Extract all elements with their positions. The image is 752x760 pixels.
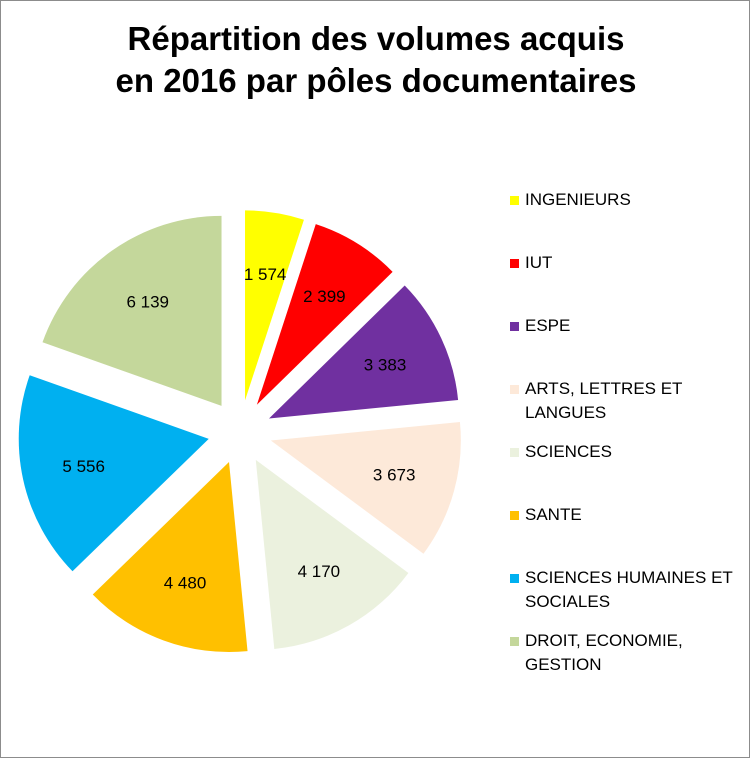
legend-swatch-2 xyxy=(510,259,519,268)
pie-slice-2 xyxy=(256,224,393,405)
pie-slice-6 xyxy=(92,462,248,653)
chart-title-line-2: en 2016 par pôles documentaires xyxy=(115,62,637,99)
legend-label-line: SANTE xyxy=(525,505,582,524)
pie-slice-7 xyxy=(18,375,209,572)
data-label-1: 1 574 xyxy=(244,265,287,284)
legend-swatch-7 xyxy=(510,574,519,583)
legend-label-line: LANGUES xyxy=(525,403,607,422)
pie-slice-1 xyxy=(245,210,304,401)
legend-swatch-8 xyxy=(510,637,519,646)
legend-swatch-3 xyxy=(510,322,519,331)
legend-label-3: ESPE xyxy=(525,314,750,338)
chart-title: Répartition des volumes acquis en 2016 p… xyxy=(0,18,752,102)
legend-label-line: ESPE xyxy=(525,316,571,335)
legend-label-line: DROIT, ECONOMIE, xyxy=(525,631,683,650)
legend-label-6: SANTE xyxy=(525,503,750,527)
legend-label-5: SCIENCES xyxy=(525,440,750,464)
data-label-2: 2 399 xyxy=(303,287,346,306)
legend-label-line: GESTION xyxy=(525,655,602,674)
pie-slice-8 xyxy=(42,215,222,406)
pie-slice-3 xyxy=(269,285,459,419)
data-label-3: 3 383 xyxy=(364,355,407,374)
legend-label-line: INGENIEURS xyxy=(525,190,631,209)
legend-label-line: ARTS, LETTRES ET xyxy=(525,379,683,398)
legend-swatch-1 xyxy=(510,196,519,205)
chart-title-line-1: Répartition des volumes acquis xyxy=(127,20,625,57)
legend-label-7: SCIENCES HUMAINES ET SOCIALES xyxy=(525,566,750,614)
legend-label-line: SCIENCES HUMAINES ET xyxy=(525,568,733,587)
data-label-5: 4 170 xyxy=(298,562,341,581)
data-label-6: 4 480 xyxy=(164,573,207,592)
data-label-8: 6 139 xyxy=(126,292,169,311)
legend-swatch-6 xyxy=(510,511,519,520)
legend-label-1: INGENIEURS xyxy=(525,188,750,212)
legend-swatch-4 xyxy=(510,385,519,394)
legend-label-8: DROIT, ECONOMIE, GESTION xyxy=(525,629,750,677)
legend-label-2: IUT xyxy=(525,251,750,275)
legend-swatch-5 xyxy=(510,448,519,457)
legend-label-line: IUT xyxy=(525,253,553,272)
legend-label-line: SCIENCES xyxy=(525,442,612,461)
data-label-7: 5 556 xyxy=(62,457,105,476)
pie-slice-5 xyxy=(255,459,409,649)
data-label-4: 3 673 xyxy=(373,466,416,485)
legend-label-line: SOCIALES xyxy=(525,592,611,611)
legend-label-4: ARTS, LETTRES ET LANGUES xyxy=(525,377,750,425)
pie-slice-4 xyxy=(270,422,461,554)
